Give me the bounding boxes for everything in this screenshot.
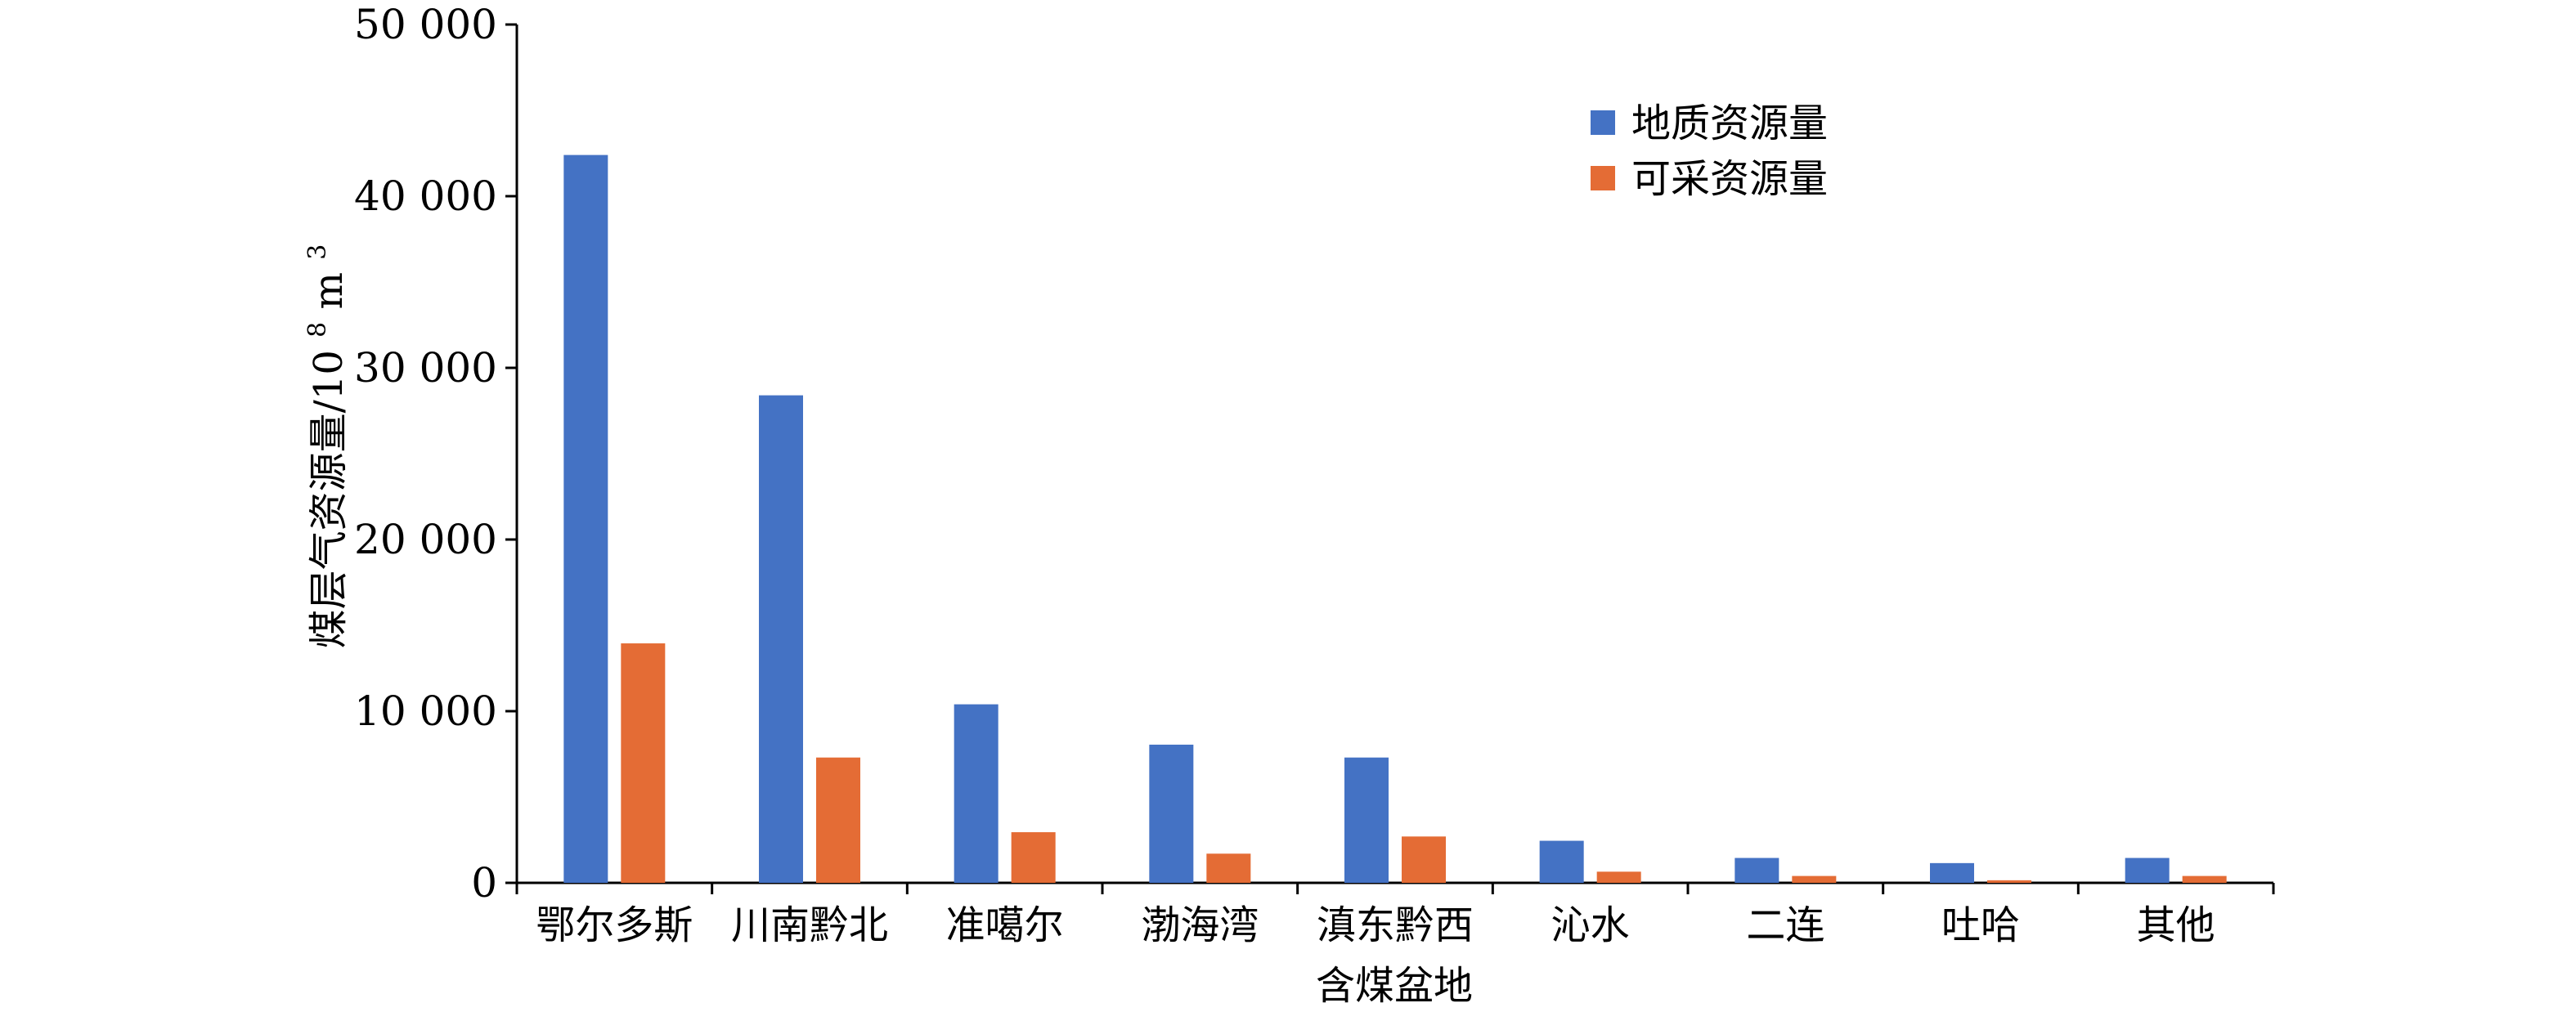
x-tick-label: 吐哈	[1941, 902, 2020, 948]
bar-geological-8	[1930, 862, 1974, 883]
legend-swatch	[1591, 110, 1615, 135]
bar-geological-7	[1735, 858, 1779, 883]
x-axis-title: 含煤盆地	[1316, 963, 1473, 1009]
y-tick-label: 50 000	[354, 1, 497, 48]
y-axis-title-unit-exponent: 3	[303, 244, 332, 260]
y-tick-label: 10 000	[354, 687, 497, 735]
bar-geological-6	[1539, 840, 1584, 883]
x-tick-label: 其他	[2137, 902, 2215, 948]
bar-recoverable-3	[1011, 832, 1056, 883]
y-axis-title: 煤层气资源量/10 8 m 3	[289, 244, 352, 649]
bar-geological-9	[2125, 858, 2170, 883]
y-axis-title-unit: m	[306, 272, 352, 310]
legend-swatch	[1591, 166, 1615, 190]
bar-geological-3	[954, 704, 999, 883]
y-tick-label: 0	[471, 859, 497, 907]
y-tick-label: 40 000	[354, 172, 497, 220]
bar-recoverable-9	[2182, 875, 2227, 883]
bar-recoverable-1	[621, 643, 666, 883]
y-tick-label: 30 000	[354, 344, 497, 392]
axis-labels: 含煤盆地 煤层气资源量/10 8 m 3	[289, 244, 1473, 1009]
x-tick-label: 渤海湾	[1141, 902, 1259, 948]
x-tick-label: 二连	[1746, 902, 1824, 948]
x-tick-label: 鄂尔多斯	[536, 902, 693, 948]
bar-recoverable-5	[1402, 836, 1446, 883]
bar-recoverable-4	[1206, 853, 1251, 883]
bar-recoverable-7	[1792, 875, 1837, 883]
x-tick-label: 滇东黔西	[1317, 902, 1474, 948]
y-axis-title-main: 煤层气资源量/10	[306, 350, 352, 648]
legend-label: 可采资源量	[1631, 156, 1828, 202]
x-axis: 鄂尔多斯 川南黔北 准噶尔 渤海湾 滇东黔西 沁水 二连 吐哈 其他	[515, 881, 2275, 948]
x-tick-label: 川南黔北	[731, 902, 888, 948]
y-axis-title-exponent: 8	[303, 322, 332, 338]
x-tick-label: 沁水	[1551, 902, 1630, 948]
y-tick-label: 20 000	[354, 516, 497, 563]
y-axis: 0 10 000 20 000 30 000 40 000 50 000	[354, 1, 518, 907]
legend-label: 地质资源量	[1631, 101, 1828, 146]
bar-geological-1	[563, 154, 608, 884]
bar-geological-2	[759, 395, 803, 884]
bars	[563, 154, 2227, 884]
bar-recoverable-6	[1596, 871, 1641, 883]
bar-geological-5	[1344, 757, 1389, 883]
bar-recoverable-2	[816, 757, 860, 883]
x-tick-label: 准噶尔	[946, 902, 1064, 948]
bar-recoverable-8	[1987, 880, 2031, 883]
bar-geological-4	[1149, 744, 1194, 883]
